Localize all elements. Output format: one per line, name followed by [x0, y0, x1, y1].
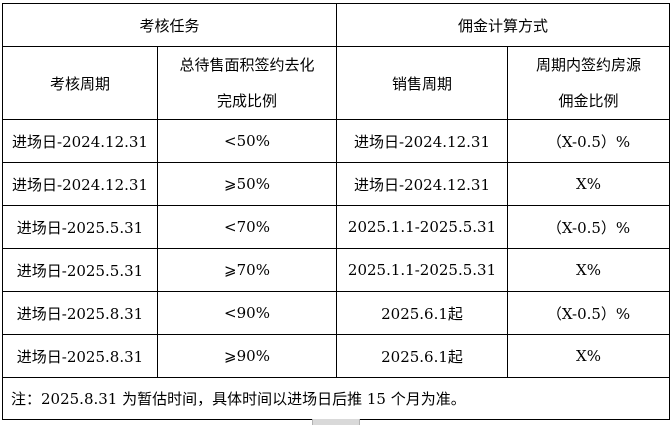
cell-commission-ratio: X% [507, 248, 671, 292]
table-row: 进场日-2025.5.31 ⩾70% 2025.1.1-2025.5.31 X% [2, 248, 671, 292]
horizontal-scrollbar-thumb[interactable] [312, 419, 360, 425]
cell-sales-period: 2025.6.1起 [336, 334, 509, 378]
cell-assess-period: 进场日-2024.12.31 [2, 119, 158, 163]
table-row: 进场日-2024.12.31 <50% 进场日-2024.12.31 （X-0.… [2, 119, 671, 163]
header-commission-ratio: 周期内签约房源 佣金比例 [507, 46, 671, 120]
cell-completion-ratio: <90% [156, 291, 338, 335]
header-task-group: 考核任务 [1, 3, 338, 47]
cell-sales-period: 进场日-2024.12.31 [336, 119, 509, 163]
cell-sales-period: 2025.6.1起 [336, 291, 509, 335]
header-sales-period: 销售周期 [336, 46, 509, 120]
cell-sales-period: 2025.1.1-2025.5.31 [336, 205, 509, 249]
cell-commission-ratio: （X-0.5）% [507, 119, 671, 163]
table-row: 进场日-2024.12.31 ⩾50% 进场日-2024.12.31 X% [2, 162, 671, 206]
note-row: 注：2025.8.31 为暂估时间，具体时间以进场日后推 15 个月为准。 [1, 377, 671, 420]
cell-commission-ratio: （X-0.5）% [507, 205, 671, 249]
header-commission-ratio-line2: 佣金比例 [558, 92, 619, 110]
cell-sales-period: 2025.1.1-2025.5.31 [336, 248, 509, 292]
header-assess-period: 考核周期 [2, 46, 158, 120]
note-text: 注：2025.8.31 为暂估时间，具体时间以进场日后推 15 个月为准。 [1, 377, 671, 420]
cell-commission-ratio: X% [507, 162, 671, 206]
cell-commission-ratio: （X-0.5）% [507, 291, 671, 335]
header-commission-ratio-line1: 周期内签约房源 [536, 56, 642, 74]
cell-assess-period: 进场日-2025.8.31 [2, 291, 158, 335]
cell-completion-ratio: <50% [156, 119, 338, 163]
table-row: 进场日-2025.5.31 <70% 2025.1.1-2025.5.31 （X… [2, 205, 671, 249]
cell-assess-period: 进场日-2025.5.31 [2, 205, 158, 249]
cell-sales-period: 进场日-2024.12.31 [336, 162, 509, 206]
header-completion-ratio-line1: 总待售面积签约去化 [179, 56, 315, 74]
header-row-groups: 考核任务 佣金计算方式 [1, 3, 671, 47]
cell-assess-period: 进场日-2025.5.31 [2, 248, 158, 292]
commission-table: 考核任务 佣金计算方式 考核周期 总待售面积签约去化 完成比例 销售周期 周期内… [1, 3, 671, 420]
cell-assess-period: 进场日-2024.12.31 [2, 162, 158, 206]
cell-completion-ratio: ⩾90% [156, 334, 338, 378]
cell-completion-ratio: ⩾70% [156, 248, 338, 292]
cell-commission-ratio: X% [507, 334, 671, 378]
header-row-columns: 考核周期 总待售面积签约去化 完成比例 销售周期 周期内签约房源 佣金比例 [2, 46, 671, 120]
header-completion-ratio: 总待售面积签约去化 完成比例 [156, 46, 338, 120]
table-row: 进场日-2025.8.31 ⩾90% 2025.6.1起 X% [2, 334, 671, 378]
cell-completion-ratio: <70% [156, 205, 338, 249]
table-row: 进场日-2025.8.31 <90% 2025.6.1起 （X-0.5）% [2, 291, 671, 335]
header-commission-group: 佣金计算方式 [336, 3, 671, 47]
header-completion-ratio-line2: 完成比例 [217, 92, 278, 110]
cell-completion-ratio: ⩾50% [156, 162, 338, 206]
cell-assess-period: 进场日-2025.8.31 [2, 334, 158, 378]
